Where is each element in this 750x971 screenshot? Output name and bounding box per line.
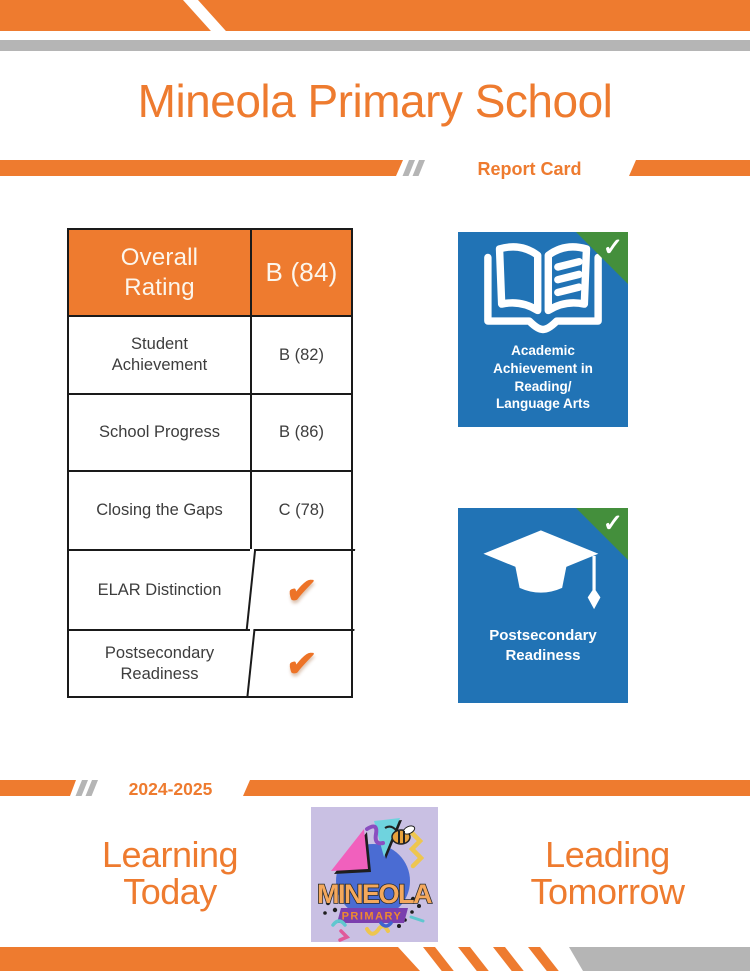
- page-title: Mineola Primary School: [137, 75, 613, 127]
- diagonal-stripe-icon: [423, 947, 454, 971]
- diagonal-slash-icon: [183, 0, 226, 31]
- graduation-cap-icon: [483, 530, 601, 610]
- diagonal-stripe-icon: [458, 947, 489, 971]
- table-row-label: Postsecondary Readiness: [69, 629, 250, 696]
- top-gray-band: [0, 40, 750, 51]
- badge-postsecondary-readiness: ✓ Postsecondary Readiness: [458, 508, 628, 703]
- diagonal-stripe-icon: [528, 947, 559, 971]
- ribbon-bar-left: [0, 160, 403, 176]
- badge-caption: Postsecondary Readiness: [489, 627, 597, 665]
- year-bar-right: [243, 780, 750, 796]
- corner-check-icon: ✓: [602, 510, 623, 537]
- table-header-value: B (84): [250, 230, 351, 315]
- table-row-label: Student Achievement: [69, 315, 250, 393]
- slogan-leading-tomorrow: Leading Tomorrow: [530, 834, 685, 913]
- slogan-learning-today: Learning Today: [101, 834, 239, 913]
- table-row-label: ELAR Distinction: [69, 549, 250, 629]
- top-orange-band: [0, 0, 750, 31]
- bottom-orange-band: [0, 947, 420, 971]
- green-corner: [576, 508, 628, 560]
- double-slash-icon: [85, 780, 98, 796]
- badge-academic-achievement: ✓ Academic Achievement in Reading/ Langu…: [458, 232, 628, 427]
- open-book-icon: [484, 243, 602, 334]
- table-header-label: Overall Rating: [69, 230, 250, 315]
- ribbon-bar-right: [629, 160, 750, 176]
- hornet-mascot-icon: [384, 825, 416, 845]
- logo-name-bottom: PRIMARY: [342, 911, 403, 923]
- badge-caption: Academic Achievement in Reading/ Languag…: [493, 343, 593, 412]
- check-icon: ✔: [245, 549, 356, 629]
- logo-name-top: MINEOLA: [317, 879, 432, 909]
- bottom-gray-band: [569, 947, 750, 971]
- report-card-tagline: Report Card: [477, 159, 582, 179]
- diagonal-stripe-icon: [493, 947, 524, 971]
- year-bar-left: [0, 780, 76, 796]
- green-corner: [576, 232, 628, 284]
- ratings-table: Overall Rating B (84) Student Achievemen…: [67, 228, 356, 698]
- check-icon: ✔: [246, 629, 355, 696]
- table-row-value: C (78): [250, 470, 351, 549]
- table-row-value: B (86): [250, 393, 351, 470]
- corner-check-icon: ✓: [602, 234, 623, 261]
- double-slash-icon: [412, 160, 425, 176]
- table-row-label: Closing the Gaps: [69, 470, 250, 549]
- table-row-label: School Progress: [69, 393, 250, 470]
- school-logo: MINEOLA PRIMARY: [311, 807, 438, 942]
- school-year: 2024-2025: [128, 779, 213, 799]
- table-row-value: B (82): [250, 315, 351, 393]
